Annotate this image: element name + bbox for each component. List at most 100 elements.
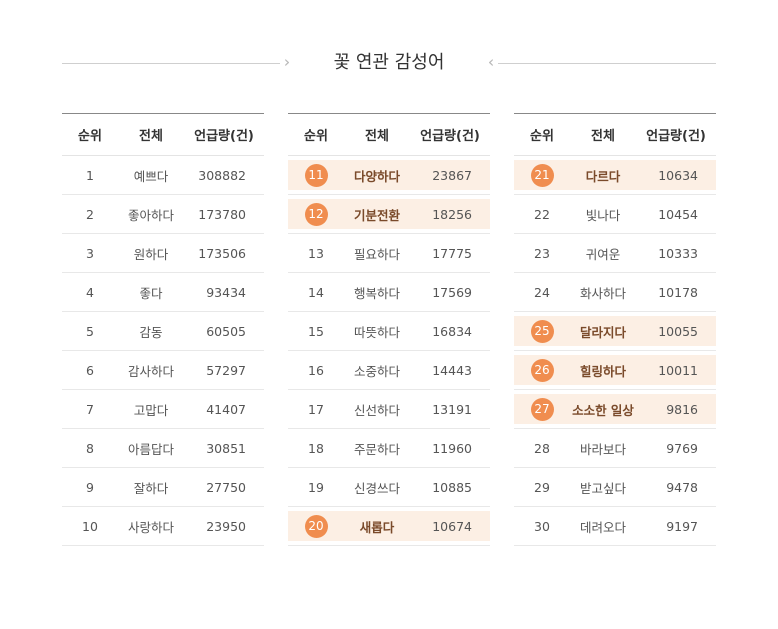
keyword-cell: 감사하다	[127, 363, 174, 379]
rank-cell: 29	[534, 479, 550, 495]
table-row: 21 다르다 10634	[514, 156, 716, 195]
rank-cell: 8	[86, 440, 94, 456]
table-header: 순위 전체 언급량(건)	[288, 114, 490, 156]
keyword-cell: 다양하다	[353, 168, 400, 184]
section-title-row: ›› 꽃 연관 감성어 ‹‹	[62, 50, 716, 78]
mention-count-cell: 23867	[432, 167, 472, 183]
rank-cell: 19	[308, 479, 324, 495]
keyword-cell: 받고싶다	[579, 480, 626, 496]
rank-badge: 12	[304, 202, 328, 226]
mention-count-cell: 10885	[432, 479, 472, 495]
rank-cell: 21	[514, 163, 570, 187]
table-row: 9 잘하다 27750	[62, 468, 264, 507]
header-name: 전체	[591, 129, 615, 144]
mention-count-cell: 27750	[206, 479, 246, 495]
keyword-cell: 화사하다	[579, 285, 626, 301]
table-row: 8 아름답다 30851	[62, 429, 264, 468]
title-divider-right	[498, 63, 716, 64]
rank-cell: 26	[514, 358, 570, 382]
mention-count-cell: 10674	[432, 518, 472, 534]
mention-count-cell: 9769	[666, 440, 698, 456]
table-row: 7 고맙다 41407	[62, 390, 264, 429]
header-name: 전체	[139, 129, 163, 144]
table-row: 29 받고싶다 9478	[514, 468, 716, 507]
ranking-table: 순위 전체 언급량(건) 1 예쁘다 308882 2 좋아하다 173780 3 원하다 17350…	[62, 113, 264, 546]
keyword-cell: 바라보다	[579, 441, 626, 457]
header-name: 전체	[365, 129, 389, 144]
keyword-cell: 새롭다	[359, 519, 395, 535]
keyword-cell: 좋다	[139, 285, 163, 301]
rank-cell: 9	[86, 479, 94, 495]
mention-count-cell: 10178	[658, 284, 698, 300]
keyword-cell: 달라지다	[579, 324, 626, 340]
mention-count-cell: 9816	[666, 401, 698, 417]
keyword-cell: 귀여운	[585, 246, 621, 262]
rank-cell: 16	[308, 362, 324, 378]
table-row: 13 필요하다 17775	[288, 234, 490, 273]
keyword-cell: 소중하다	[353, 363, 400, 379]
table-row: 14 행복하다 17569	[288, 273, 490, 312]
keyword-cell: 신선하다	[353, 402, 400, 418]
header-rank: 순위	[78, 129, 102, 144]
keyword-cell: 따뜻하다	[353, 324, 400, 340]
ranking-table: 순위 전체 언급량(건) 11 다양하다 23867 12 기분전환 18256 13 필요하다 17…	[288, 113, 490, 546]
keyword-cell: 주문하다	[353, 441, 400, 457]
rank-cell: 12	[288, 202, 344, 226]
rank-cell: 28	[534, 440, 550, 456]
mention-count-cell: 10333	[658, 245, 698, 261]
keyword-cell: 행복하다	[353, 285, 400, 301]
rank-cell: 6	[86, 362, 94, 378]
table-row: 23 귀여운 10333	[514, 234, 716, 273]
keyword-cell: 신경쓰다	[353, 480, 400, 496]
mention-count-cell: 10454	[658, 206, 698, 222]
header-rank: 순위	[530, 129, 554, 144]
mention-count-cell: 9197	[666, 518, 698, 534]
table-row: 17 신선하다 13191	[288, 390, 490, 429]
mention-count-cell: 10011	[658, 362, 698, 378]
table-header: 순위 전체 언급량(건)	[62, 114, 264, 156]
table-row: 1 예쁘다 308882	[62, 156, 264, 195]
mention-count-cell: 9478	[666, 479, 698, 495]
mention-count-cell: 17569	[432, 284, 472, 300]
keyword-cell: 기분전환	[353, 207, 400, 223]
table-row: 4 좋다 93434	[62, 273, 264, 312]
header-count: 언급량(건)	[420, 129, 480, 144]
table-row: 24 화사하다 10178	[514, 273, 716, 312]
table-row: 15 따뜻하다 16834	[288, 312, 490, 351]
mention-count-cell: 57297	[206, 362, 246, 378]
table-row: 27 소소한 일상 9816	[514, 390, 716, 429]
rank-badge: 20	[304, 514, 328, 538]
ranking-table: 순위 전체 언급량(건) 21 다르다 10634 22 빛나다 10454 23 귀여운 10333…	[514, 113, 716, 546]
keyword-cell: 다르다	[585, 168, 621, 184]
table-row: 28 바라보다 9769	[514, 429, 716, 468]
mention-count-cell: 60505	[206, 323, 246, 339]
mention-count-cell: 18256	[432, 206, 472, 222]
mention-count-cell: 41407	[206, 401, 246, 417]
mention-count-cell: 23950	[206, 518, 246, 534]
rank-cell: 14	[308, 284, 324, 300]
keyword-cell: 데려오다	[579, 519, 626, 535]
table-row: 16 소중하다 14443	[288, 351, 490, 390]
rank-badge: 21	[530, 163, 554, 187]
table-row: 12 기분전환 18256	[288, 195, 490, 234]
rank-cell: 10	[82, 518, 98, 534]
rank-badge: 25	[530, 319, 554, 343]
mention-count-cell: 16834	[432, 323, 472, 339]
rank-badge: 26	[530, 358, 554, 382]
rank-cell: 3	[86, 245, 94, 261]
header-count: 언급량(건)	[194, 129, 254, 144]
mention-count-cell: 30851	[206, 440, 246, 456]
mention-count-cell: 173506	[198, 245, 246, 261]
mention-count-cell: 93434	[206, 284, 246, 300]
rank-cell: 1	[86, 167, 94, 183]
rank-cell: 25	[514, 319, 570, 343]
keyword-cell: 사랑하다	[127, 519, 174, 535]
rank-cell: 23	[534, 245, 550, 261]
rank-badge: 11	[304, 163, 328, 187]
mention-count-cell: 10634	[658, 167, 698, 183]
mention-count-cell: 10055	[658, 323, 698, 339]
keyword-cell: 아름답다	[127, 441, 174, 457]
table-row: 26 힐링하다 10011	[514, 351, 716, 390]
keyword-cell: 고맙다	[133, 402, 169, 418]
rank-cell: 17	[308, 401, 324, 417]
